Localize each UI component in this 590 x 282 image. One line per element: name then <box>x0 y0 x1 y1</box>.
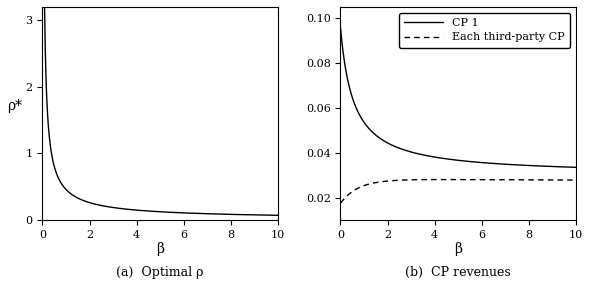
Y-axis label: ρ*: ρ* <box>7 100 22 113</box>
CP 1 <box>419 153 426 157</box>
Each third-party CP <box>337 201 344 205</box>
CP 1 <box>509 163 516 166</box>
CP 1 <box>572 166 579 169</box>
CP 1 <box>563 165 571 169</box>
CP 1 <box>339 49 346 52</box>
CP 1 <box>337 27 344 30</box>
CP 1 <box>563 165 571 169</box>
Each third-party CP <box>437 178 444 181</box>
Legend: CP 1, Each third-party CP: CP 1, Each third-party CP <box>399 12 571 48</box>
Each third-party CP <box>411 178 418 181</box>
Line: CP 1: CP 1 <box>340 28 576 167</box>
X-axis label: β: β <box>454 243 462 256</box>
Each third-party CP <box>419 178 426 181</box>
Line: Each third-party CP: Each third-party CP <box>340 180 576 203</box>
Each third-party CP <box>339 199 346 202</box>
Text: (b)  CP revenues: (b) CP revenues <box>405 266 511 279</box>
X-axis label: β: β <box>156 243 164 256</box>
Text: (a)  Optimal ρ: (a) Optimal ρ <box>116 266 204 279</box>
Each third-party CP <box>509 178 516 182</box>
Each third-party CP <box>572 178 579 182</box>
Each third-party CP <box>564 178 571 182</box>
Each third-party CP <box>563 178 571 182</box>
CP 1 <box>411 151 418 155</box>
